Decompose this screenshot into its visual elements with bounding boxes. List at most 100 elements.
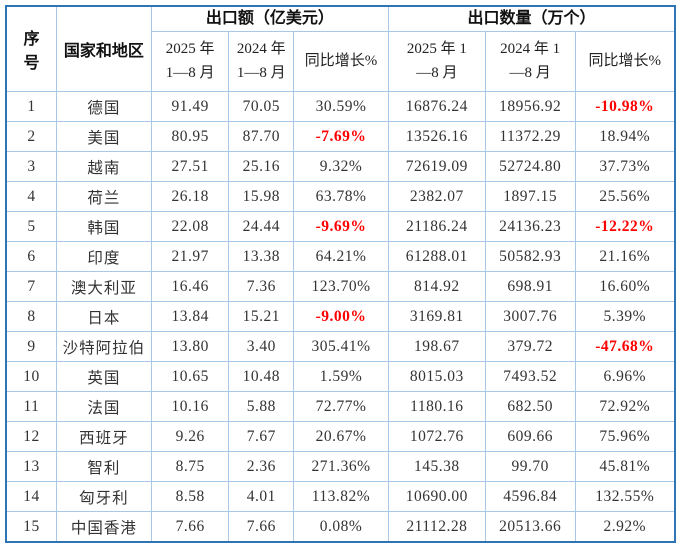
cell-quantity-growth: 5.39% (574, 301, 676, 332)
cell-value-2024: 3.40 (228, 331, 295, 362)
cell-quantity-2025: 21186.24 (387, 211, 486, 242)
table-row: 1 德国 91.49 70.05 30.59% 16876.24 18956.92 -10.9… (5, 91, 676, 122)
table-row: 2 美国 80.95 87.70 -7.69% 13526.16 11372.29 18.94… (5, 121, 676, 152)
cell-quantity-2025: 814.92 (387, 271, 486, 302)
cell-value-2024: 5.88 (228, 391, 295, 422)
cell-value-growth: -9.69% (293, 211, 389, 242)
cell-value-2025: 9.26 (150, 421, 230, 452)
cell-quantity-growth: 6.96% (574, 361, 676, 392)
cell-seq: 14 (5, 481, 57, 512)
cell-seq: 11 (5, 391, 57, 422)
cell-quantity-2025: 1072.76 (387, 421, 486, 452)
header-value-2024: 2024 年 1—8 月 (228, 31, 295, 92)
cell-value-2025: 13.84 (150, 301, 230, 332)
table-row: 8 日本 13.84 15.21 -9.00% 3169.81 3007.76 5.39% (5, 301, 676, 332)
cell-quantity-growth: 21.16% (574, 241, 676, 272)
cell-value-growth: 113.82% (293, 481, 389, 512)
cell-quantity-2025: 198.67 (387, 331, 486, 362)
cell-quantity-growth: 75.96% (574, 421, 676, 452)
cell-country: 英国 (55, 361, 152, 392)
cell-country: 西班牙 (55, 421, 152, 452)
cell-quantity-growth: 25.56% (574, 181, 676, 212)
cell-value-growth: 72.77% (293, 391, 389, 422)
cell-value-2024: 2.36 (228, 451, 295, 482)
cell-quantity-2024: 1897.15 (484, 181, 576, 212)
cell-country: 德国 (55, 91, 152, 122)
cell-value-2025: 27.51 (150, 151, 230, 182)
header-group-export-value: 出口额（亿美元） (150, 5, 389, 32)
header-line: —8 月 (509, 64, 551, 81)
cell-value-growth: 1.59% (293, 361, 389, 392)
cell-value-2025: 7.66 (150, 511, 230, 543)
cell-value-2024: 25.16 (228, 151, 295, 182)
cell-value-2025: 16.46 (150, 271, 230, 302)
header-seq-line1: 序 (23, 31, 40, 48)
cell-quantity-2025: 13526.16 (387, 121, 486, 152)
header-line: 2025 年 1 (406, 41, 467, 58)
cell-quantity-2024: 682.50 (484, 391, 576, 422)
cell-quantity-2024: 20513.66 (484, 511, 576, 543)
header-group-export-quantity: 出口数量（万个） (387, 5, 676, 32)
table-body: 1 德国 91.49 70.05 30.59% 16876.24 18956.92 -10.9… (5, 91, 676, 543)
cell-country: 韩国 (55, 211, 152, 242)
table-row: 12 西班牙 9.26 7.67 20.67% 1072.76 609.66 75.96% (5, 421, 676, 452)
cell-quantity-2025: 10690.00 (387, 481, 486, 512)
cell-quantity-2024: 4596.84 (484, 481, 576, 512)
table-row: 7 澳大利亚 16.46 7.36 123.70% 814.92 698.91 16.60% (5, 271, 676, 302)
cell-quantity-growth: 16.60% (574, 271, 676, 302)
cell-value-growth: 64.21% (293, 241, 389, 272)
cell-seq: 1 (5, 91, 57, 122)
cell-seq: 4 (5, 181, 57, 212)
header-seq: 序 号 (5, 5, 57, 92)
cell-value-2025: 10.65 (150, 361, 230, 392)
cell-value-growth: 30.59% (293, 91, 389, 122)
header-line: 1—8 月 (236, 64, 286, 81)
cell-value-2024: 7.36 (228, 271, 295, 302)
cell-quantity-2025: 145.38 (387, 451, 486, 482)
header-line: 2025 年 (165, 41, 215, 58)
cell-seq: 12 (5, 421, 57, 452)
cell-seq: 13 (5, 451, 57, 482)
header-group-row: 序 号 国家和地区 出口额（亿美元） 出口数量（万个） (5, 5, 676, 92)
cell-value-growth: 0.08% (293, 511, 389, 543)
cell-quantity-growth: 18.94% (574, 121, 676, 152)
cell-value-2024: 7.66 (228, 511, 295, 543)
cell-value-growth: 271.36% (293, 451, 389, 482)
cell-quantity-growth: 72.92% (574, 391, 676, 422)
cell-quantity-2024: 18956.92 (484, 91, 576, 122)
cell-quantity-2025: 72619.09 (387, 151, 486, 182)
cell-quantity-growth: 45.81% (574, 451, 676, 482)
cell-value-2024: 15.21 (228, 301, 295, 332)
cell-quantity-growth: -12.22% (574, 211, 676, 242)
cell-quantity-2025: 8015.03 (387, 361, 486, 392)
cell-value-2025: 22.08 (150, 211, 230, 242)
cell-value-2025: 80.95 (150, 121, 230, 152)
header-value-2025: 2025 年 1—8 月 (150, 31, 230, 92)
cell-country: 荷兰 (55, 181, 152, 212)
cell-country: 中国香港 (55, 511, 152, 543)
cell-country: 沙特阿拉伯 (55, 331, 152, 362)
cell-quantity-2025: 16876.24 (387, 91, 486, 122)
cell-value-growth: 305.41% (293, 331, 389, 362)
header-quantity-2025: 2025 年 1 —8 月 (387, 31, 486, 92)
cell-value-2024: 15.98 (228, 181, 295, 212)
table-row: 9 沙特阿拉伯 13.80 3.40 305.41% 198.67 379.72 -47.68… (5, 331, 676, 362)
header-quantity-growth: 同比增长% (574, 31, 676, 92)
header-line: 2024 年 (236, 41, 286, 58)
cell-country: 越南 (55, 151, 152, 182)
cell-value-2024: 87.70 (228, 121, 295, 152)
cell-country: 澳大利亚 (55, 271, 152, 302)
cell-quantity-2025: 2382.07 (387, 181, 486, 212)
table-row: 13 智利 8.75 2.36 271.36% 145.38 99.70 45.81% (5, 451, 676, 482)
table-row: 4 荷兰 26.18 15.98 63.78% 2382.07 1897.15 25.56% (5, 181, 676, 212)
cell-country: 匈牙利 (55, 481, 152, 512)
cell-quantity-2024: 50582.93 (484, 241, 576, 272)
cell-quantity-2024: 379.72 (484, 331, 576, 362)
cell-quantity-2024: 7493.52 (484, 361, 576, 392)
cell-value-growth: -9.00% (293, 301, 389, 332)
cell-quantity-2024: 24136.23 (484, 211, 576, 242)
cell-value-2025: 8.75 (150, 451, 230, 482)
header-sub-row: 2025 年 1—8 月 2024 年 1—8 月 同比增长% 2025 年 1… (6, 31, 676, 92)
cell-quantity-2025: 3169.81 (387, 301, 486, 332)
cell-value-2025: 21.97 (150, 241, 230, 272)
